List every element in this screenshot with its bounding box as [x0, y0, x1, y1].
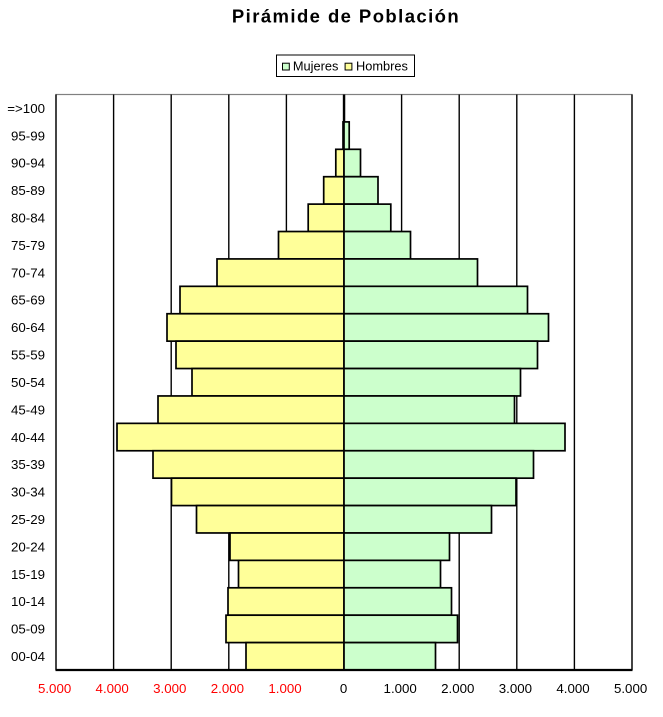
svg-text:10-14: 10-14: [11, 594, 45, 609]
svg-text:20-24: 20-24: [11, 539, 45, 554]
svg-text:2.000: 2.000: [211, 681, 244, 696]
svg-text:55-59: 55-59: [11, 348, 45, 363]
svg-text:0: 0: [340, 681, 347, 696]
svg-text:85-89: 85-89: [11, 183, 45, 198]
svg-text:5.000: 5.000: [614, 681, 647, 696]
svg-text:35-39: 35-39: [11, 457, 45, 472]
svg-text:80-84: 80-84: [11, 211, 45, 226]
svg-text:95-99: 95-99: [11, 128, 45, 143]
svg-text:90-94: 90-94: [11, 156, 45, 171]
svg-text:4.000: 4.000: [96, 681, 129, 696]
svg-text:2.000: 2.000: [441, 681, 474, 696]
svg-text:Pirámide de Población: Pirámide de Población: [232, 6, 460, 27]
svg-text:1.000: 1.000: [268, 681, 301, 696]
svg-text:50-54: 50-54: [11, 375, 45, 390]
svg-text:05-09: 05-09: [11, 622, 45, 637]
svg-text:60-64: 60-64: [11, 320, 45, 335]
svg-text:75-79: 75-79: [11, 238, 45, 253]
svg-text:25-29: 25-29: [11, 512, 45, 527]
svg-text:3.000: 3.000: [153, 681, 186, 696]
svg-text:40-44: 40-44: [11, 430, 45, 445]
svg-text:30-34: 30-34: [11, 485, 45, 500]
svg-text:5.000: 5.000: [38, 681, 71, 696]
svg-text:1.000: 1.000: [384, 681, 417, 696]
svg-text:=>100: =>100: [7, 101, 45, 116]
svg-text:65-69: 65-69: [11, 293, 45, 308]
svg-text:Hombres: Hombres: [356, 59, 408, 74]
svg-text:15-19: 15-19: [11, 567, 45, 582]
svg-text:Mujeres: Mujeres: [293, 59, 339, 74]
svg-text:4.000: 4.000: [556, 681, 589, 696]
svg-text:45-49: 45-49: [11, 402, 45, 417]
svg-text:3.000: 3.000: [499, 681, 532, 696]
svg-text:70-74: 70-74: [11, 265, 45, 280]
svg-text:00-04: 00-04: [11, 649, 45, 664]
